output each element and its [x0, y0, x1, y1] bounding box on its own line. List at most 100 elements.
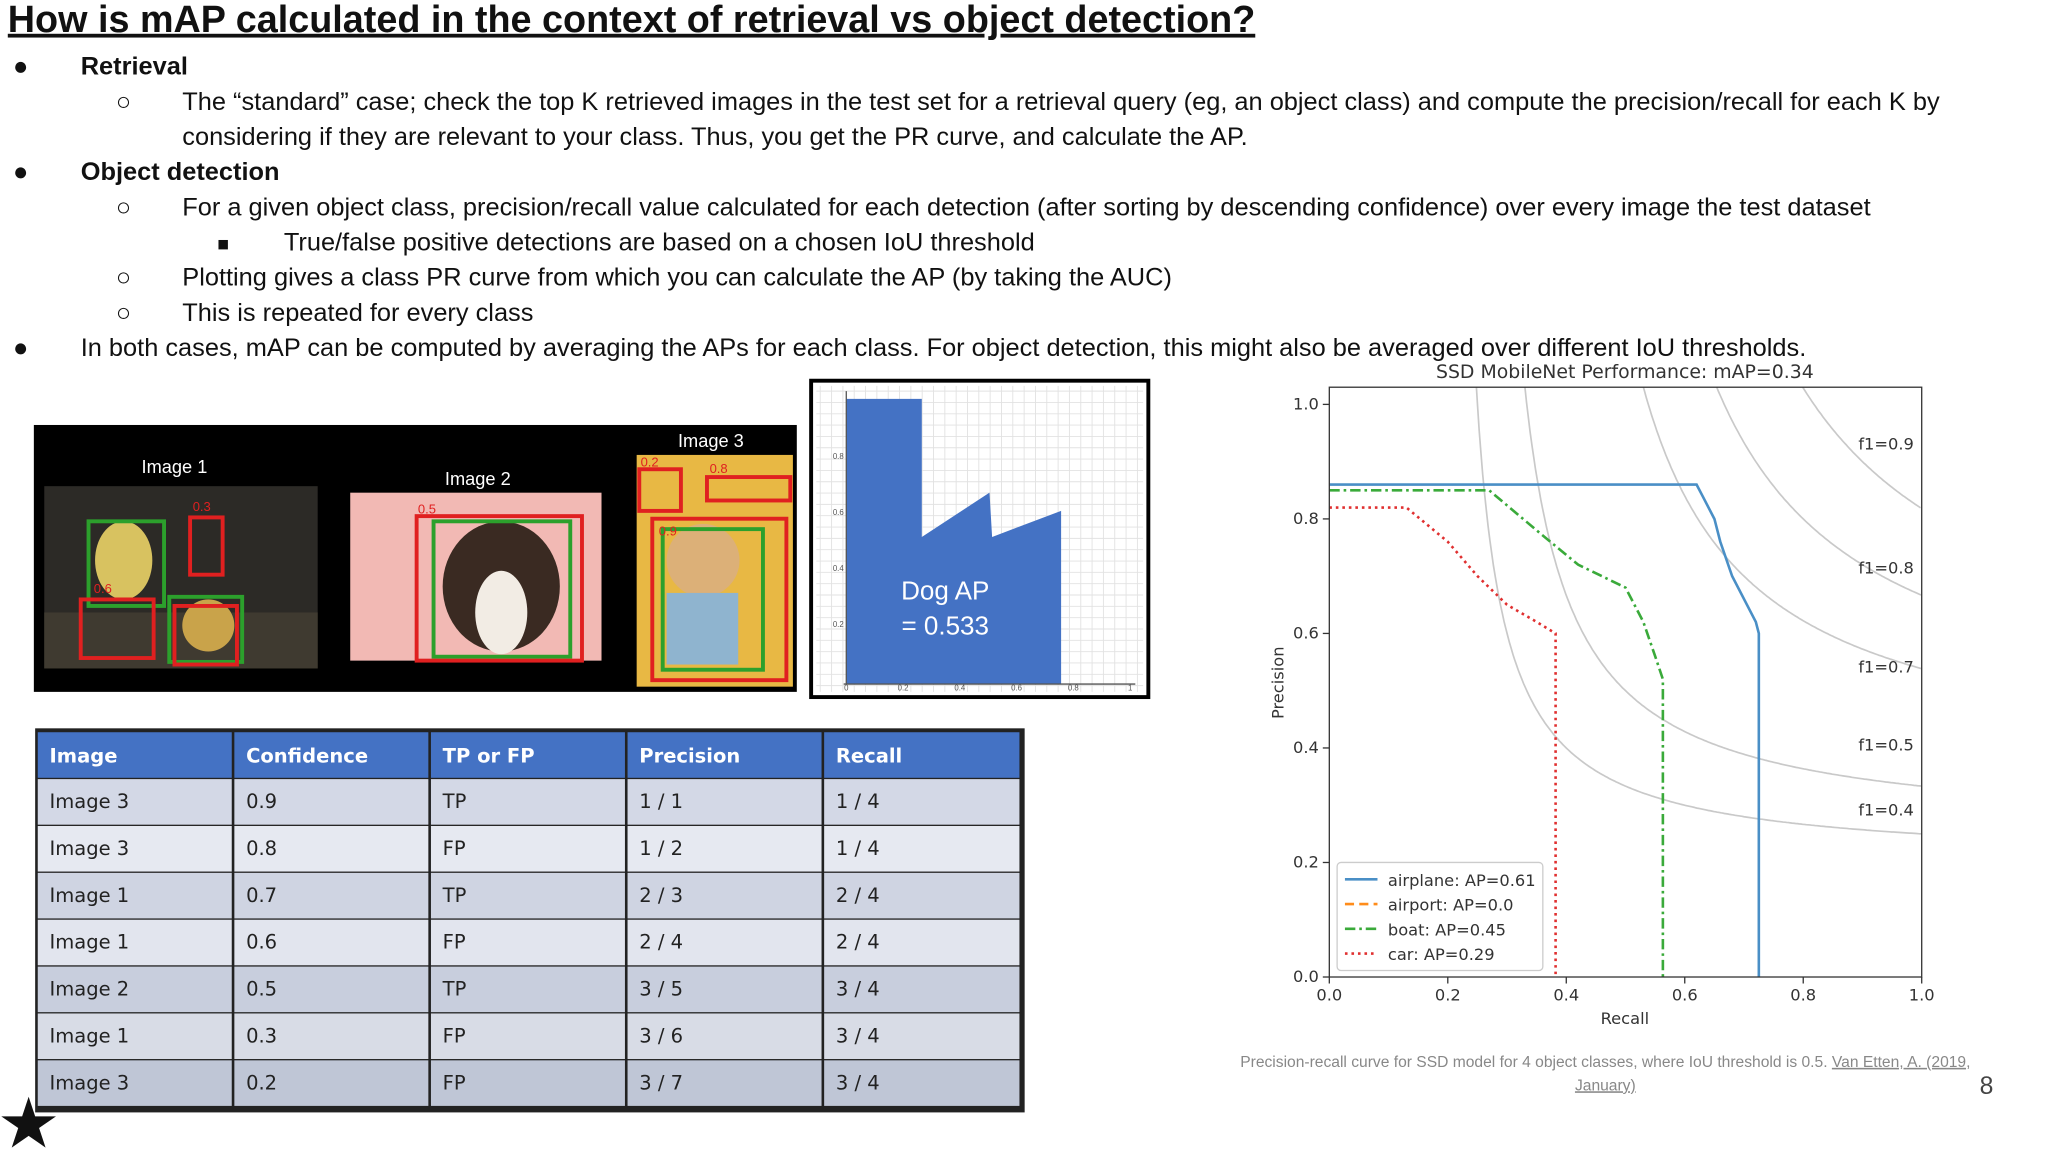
- cell: [824, 919, 1020, 966]
- caption-link[interactable]: Van Etten, A. (2019,: [1832, 1054, 1971, 1071]
- y-tick-label: 0.6: [1293, 624, 1319, 643]
- cell: [234, 779, 429, 825]
- x-tick-label: 0.0: [1316, 985, 1342, 1004]
- bullet-circle: ○: [116, 88, 131, 116]
- f1-label: f1=0.8: [1858, 558, 1914, 577]
- cell-text: 3 / 5: [639, 978, 683, 1001]
- x-tick-label: 0.2: [1435, 985, 1461, 1004]
- box-score: 0.6: [94, 581, 112, 596]
- bullet-text: In both cases, mAP can be computed by av…: [81, 334, 1807, 362]
- bullet-text: considering if they are relevant to your…: [182, 123, 1247, 151]
- cell-text: 3 / 6: [639, 1024, 683, 1047]
- bullet-circle: ○: [116, 193, 131, 221]
- ap-label: = 0.533: [901, 611, 989, 641]
- pr-chart: SSD MobileNet Performance: mAP=0.34 Reca…: [1240, 361, 1971, 1094]
- cell: [824, 825, 1020, 872]
- legend-label: boat: AP=0.45: [1388, 920, 1506, 939]
- bullet-text: Retrieval: [81, 53, 188, 81]
- cell-text: 0.2: [246, 1071, 277, 1094]
- cell-text: TP: [442, 790, 467, 813]
- bullet-text: This is repeated for every class: [182, 299, 533, 327]
- bullet-list: ● Retrieval ○ The “standard” case; check…: [13, 53, 1940, 362]
- cell: [37, 966, 232, 1013]
- cell-text: 3 / 4: [836, 1024, 880, 1047]
- box-scores: 0.3 0.6 0.5 0.2 0.8 0.9: [94, 455, 728, 596]
- cell: [430, 966, 625, 1013]
- cell: [37, 872, 232, 919]
- cell: [627, 872, 822, 919]
- header-cell: [430, 732, 625, 778]
- header-text: Precision: [639, 744, 740, 767]
- cell-text: 0.3: [246, 1024, 277, 1047]
- x-tick-label: 0.2: [898, 684, 909, 693]
- x-axis-label: Recall: [1601, 1009, 1650, 1028]
- x-tick-label: 1: [1128, 684, 1132, 693]
- bullet-dot: ●: [13, 53, 28, 81]
- dog-ap-figure: Dog AP = 0.533 0 0.2 0.4 0.6 0.8 1 0.8 0.6 0.4 0.…: [809, 378, 1151, 700]
- cell: [430, 1060, 625, 1106]
- box-score: 0.3: [193, 499, 211, 514]
- f1-curves: [1475, 387, 1922, 835]
- x-tick-label: 0: [844, 684, 849, 693]
- dog-ticks: 0 0.2 0.4 0.6 0.8 1 0.8 0.6 0.4 0.2: [833, 452, 1132, 693]
- caption-link[interactable]: January): [1575, 1077, 1636, 1094]
- cell-text: FP: [443, 931, 466, 954]
- cell: [824, 966, 1020, 1013]
- cell-text: Image 3: [49, 1071, 129, 1094]
- cell-text: 0.8: [246, 837, 277, 860]
- f1-label: f1=0.7: [1858, 657, 1914, 676]
- box-score: 0.2: [641, 455, 659, 470]
- y-tick-label: 0.6: [833, 508, 844, 517]
- box: [637, 467, 683, 513]
- cell-text: 2 / 3: [639, 884, 683, 907]
- f1-label: f1=0.4: [1858, 801, 1914, 820]
- cell-text: Image 1: [49, 931, 129, 954]
- bullet-circle: ○: [116, 264, 131, 292]
- cell-text: 0.5: [246, 978, 277, 1001]
- cell-text: Image 2: [49, 978, 129, 1001]
- box: [660, 527, 765, 672]
- box-score: 0.9: [659, 524, 677, 539]
- cell: [627, 1013, 822, 1060]
- x-tick-label: 0.8: [1068, 684, 1079, 693]
- plot-frame: [1328, 386, 1923, 978]
- box-score: 0.8: [710, 461, 728, 476]
- y-tick-label: 0.4: [833, 564, 845, 573]
- cell-text: 3 / 4: [836, 978, 880, 1001]
- box: [86, 519, 167, 608]
- chart-title: SSD MobileNet Performance: mAP=0.34: [1436, 361, 1814, 383]
- legend-label: airplane: AP=0.61: [1388, 871, 1536, 890]
- f1-label: f1=0.9: [1858, 435, 1914, 454]
- cell: [824, 779, 1020, 825]
- bullet-text: For a given object class, precision/reca…: [182, 193, 1870, 221]
- series-lines: [1329, 483, 1761, 978]
- cell: [234, 872, 429, 919]
- box: [705, 475, 793, 503]
- header-text: Confidence: [246, 744, 368, 767]
- bullet-dot: ●: [13, 334, 28, 362]
- cell: [430, 872, 625, 919]
- f1-curve: [1475, 387, 1922, 835]
- dog-shape: [95, 521, 153, 600]
- cell: [627, 825, 822, 872]
- cell: [37, 1013, 232, 1060]
- cell: [37, 1060, 232, 1106]
- ap-area: [846, 398, 1062, 685]
- legend-label: car: AP=0.29: [1388, 945, 1495, 964]
- cell-text: 3 / 4: [836, 1071, 880, 1094]
- cell-text: FP: [443, 1024, 466, 1047]
- x-tick-label: 0.6: [1672, 985, 1698, 1004]
- f1-curve: [1524, 387, 1922, 787]
- bullet-text: The “standard” case; check the top K ret…: [182, 88, 1940, 116]
- cell: [627, 966, 822, 1013]
- cell-text: 1 / 4: [836, 790, 880, 813]
- bullet-circle: ○: [116, 299, 131, 327]
- cell-text: 0.6: [246, 931, 277, 954]
- image-label: Image 1: [142, 457, 208, 477]
- box: [167, 594, 245, 664]
- cell: [430, 779, 625, 825]
- box-score: 0.5: [418, 502, 436, 517]
- cell: [430, 919, 625, 966]
